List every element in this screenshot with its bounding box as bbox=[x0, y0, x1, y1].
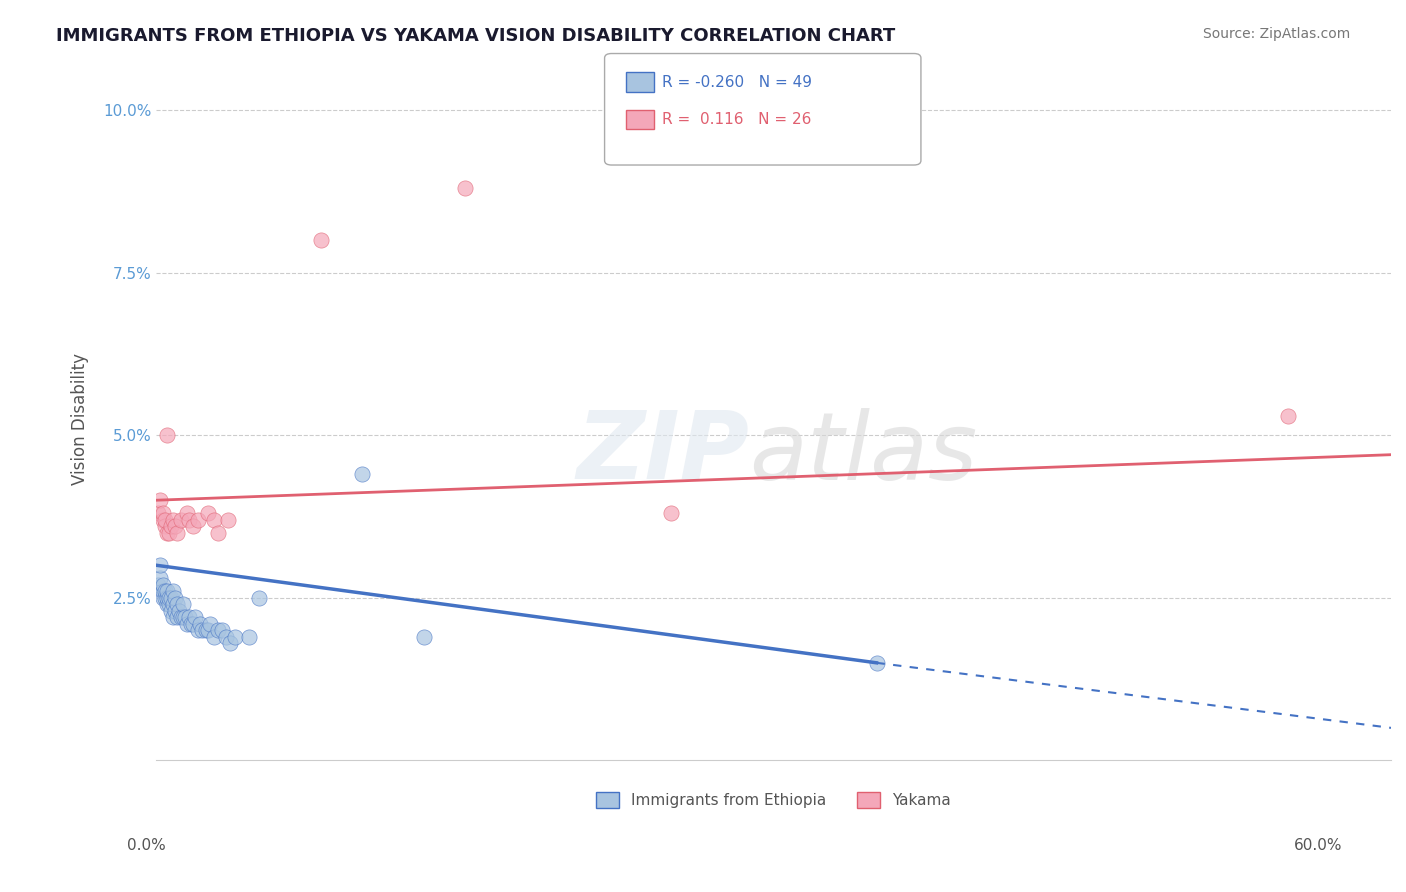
Point bbox=[163, 604, 186, 618]
Point bbox=[156, 525, 179, 540]
Point bbox=[219, 636, 242, 650]
Point bbox=[179, 610, 201, 624]
Y-axis label: Vision Disability: Vision Disability bbox=[72, 353, 89, 485]
Point bbox=[167, 604, 190, 618]
Point bbox=[156, 428, 179, 442]
Point bbox=[180, 616, 202, 631]
Point bbox=[159, 519, 181, 533]
Point bbox=[186, 513, 208, 527]
Point bbox=[159, 591, 181, 605]
Point bbox=[197, 624, 219, 638]
Point bbox=[217, 513, 239, 527]
Point bbox=[179, 513, 201, 527]
Point bbox=[152, 591, 174, 605]
Point bbox=[159, 604, 181, 618]
Point bbox=[183, 616, 205, 631]
Point bbox=[309, 233, 332, 247]
Point bbox=[172, 597, 194, 611]
Text: 60.0%: 60.0% bbox=[1295, 838, 1343, 854]
Point bbox=[238, 630, 260, 644]
Point bbox=[149, 571, 172, 585]
Point bbox=[162, 513, 184, 527]
Point bbox=[190, 624, 212, 638]
Point bbox=[153, 519, 176, 533]
Point bbox=[412, 630, 434, 644]
Point bbox=[198, 616, 221, 631]
Text: R =  0.116   N = 26: R = 0.116 N = 26 bbox=[662, 112, 811, 127]
Point bbox=[153, 584, 176, 599]
Point bbox=[149, 493, 172, 508]
Point bbox=[149, 558, 172, 573]
Point bbox=[176, 506, 198, 520]
Point bbox=[157, 525, 180, 540]
Legend: Immigrants from Ethiopia, Yakama: Immigrants from Ethiopia, Yakama bbox=[591, 786, 957, 814]
Point bbox=[148, 578, 170, 592]
Text: ZIP: ZIP bbox=[576, 407, 749, 499]
Point bbox=[153, 591, 176, 605]
Point bbox=[172, 610, 194, 624]
Point bbox=[156, 591, 179, 605]
Text: IMMIGRANTS FROM ETHIOPIA VS YAKAMA VISION DISABILITY CORRELATION CHART: IMMIGRANTS FROM ETHIOPIA VS YAKAMA VISIO… bbox=[56, 27, 896, 45]
Text: atlas: atlas bbox=[749, 408, 977, 499]
Text: R = -0.260   N = 49: R = -0.260 N = 49 bbox=[662, 75, 813, 89]
Point bbox=[207, 525, 229, 540]
Point bbox=[163, 591, 186, 605]
Point bbox=[184, 610, 207, 624]
Point bbox=[157, 597, 180, 611]
Point bbox=[170, 610, 193, 624]
Text: 0.0%: 0.0% bbox=[127, 838, 166, 854]
Point bbox=[162, 610, 184, 624]
Point bbox=[1277, 409, 1299, 423]
Point bbox=[207, 624, 229, 638]
Point bbox=[152, 578, 174, 592]
Point bbox=[202, 630, 225, 644]
Point bbox=[148, 506, 170, 520]
Point bbox=[166, 597, 188, 611]
Point bbox=[152, 506, 174, 520]
Point bbox=[156, 597, 179, 611]
Point bbox=[215, 630, 238, 644]
Point bbox=[224, 630, 246, 644]
Point bbox=[153, 513, 176, 527]
Point bbox=[157, 591, 180, 605]
Point bbox=[162, 584, 184, 599]
Point bbox=[202, 513, 225, 527]
Point bbox=[186, 624, 208, 638]
Point bbox=[152, 513, 174, 527]
Point bbox=[659, 506, 682, 520]
Point bbox=[170, 513, 193, 527]
Text: Source: ZipAtlas.com: Source: ZipAtlas.com bbox=[1202, 27, 1350, 41]
Point bbox=[865, 656, 887, 670]
Point bbox=[162, 597, 184, 611]
Point bbox=[174, 610, 197, 624]
Point bbox=[163, 519, 186, 533]
Point bbox=[197, 506, 219, 520]
Point bbox=[176, 616, 198, 631]
Point bbox=[188, 616, 211, 631]
Point bbox=[183, 519, 205, 533]
Point bbox=[156, 584, 179, 599]
Point bbox=[211, 624, 233, 638]
Point bbox=[152, 584, 174, 599]
Point bbox=[454, 181, 477, 195]
Point bbox=[194, 624, 217, 638]
Point bbox=[352, 467, 374, 482]
Point bbox=[166, 525, 188, 540]
Point bbox=[166, 610, 188, 624]
Point bbox=[247, 591, 270, 605]
